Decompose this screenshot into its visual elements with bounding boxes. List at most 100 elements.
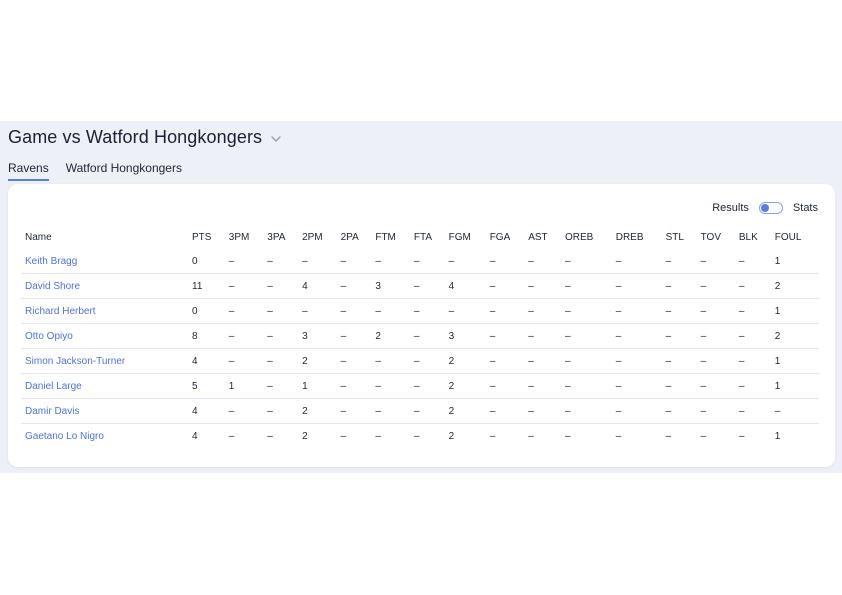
- table-row: Keith Bragg 0– – – – – – – – – – – – – –1: [21, 249, 819, 274]
- stat-cell-2pa: –: [336, 249, 372, 274]
- stat-cell-ftm: –: [371, 298, 410, 324]
- stat-cell-dreb: –: [611, 273, 662, 299]
- stat-cell-ast: –: [524, 298, 561, 324]
- stat-cell-fga: –: [489, 430, 496, 442]
- stat-cell-foul: 1: [770, 348, 819, 374]
- stat-cell-blk: –: [734, 373, 771, 399]
- stat-cell-ast: –: [524, 323, 561, 349]
- stat-cell-foul: 1: [770, 373, 819, 399]
- column-header-blk: BLK: [738, 231, 758, 243]
- player-name-link[interactable]: David Shore: [21, 273, 188, 299]
- stat-cell-3pm: –: [224, 348, 264, 374]
- table-row: David Shore 11– –4–3–4– – – – – – –2: [21, 273, 819, 299]
- stat-cell-pts: 4: [188, 398, 225, 424]
- stat-cell-blk: –: [734, 348, 771, 374]
- stat-cell-2pm: –: [298, 298, 337, 324]
- player-name-link[interactable]: Daniel Large: [21, 373, 188, 399]
- stat-cell-pts: 11: [188, 273, 225, 299]
- stat-cell-dreb: –: [611, 298, 662, 324]
- stat-cell-ftm: –: [375, 430, 381, 442]
- stat-cell-2pm: –: [298, 249, 337, 274]
- stat-cell-ast: –: [528, 430, 534, 442]
- stat-cell-fgm: 4: [444, 273, 486, 299]
- stat-cell-3pa: –: [263, 373, 299, 399]
- column-header-foul: FOUL: [774, 231, 802, 243]
- stat-cell-2pa: –: [336, 373, 372, 399]
- results-stats-switch[interactable]: [758, 202, 783, 214]
- stat-cell-fga: –: [485, 298, 525, 324]
- stat-cell-blk: –: [734, 323, 771, 349]
- stat-cell-3pa: –: [263, 323, 299, 349]
- results-label: Results: [712, 202, 749, 214]
- stat-cell-2pa: –: [336, 398, 372, 424]
- stat-cell-ftm: –: [371, 398, 410, 424]
- stat-cell-ast: –: [524, 373, 561, 399]
- stat-cell-dreb: –: [611, 373, 662, 399]
- player-name-link[interactable]: Keith Bragg: [21, 249, 188, 274]
- stat-cell-dreb: –: [611, 348, 662, 374]
- stat-cell-fta: –: [409, 373, 445, 399]
- column-header-stl: STL: [665, 231, 684, 243]
- stat-cell-ast: –: [524, 348, 561, 374]
- stat-cell-stl: –: [661, 348, 697, 374]
- tab-watford-hongkongers[interactable]: Watford Hongkongers: [65, 161, 182, 175]
- stat-cell-fga: –: [485, 398, 525, 424]
- stat-cell-2pa: –: [336, 323, 372, 349]
- chevron-down-icon[interactable]: [270, 132, 282, 144]
- stat-cell-fgm: 2: [444, 373, 486, 399]
- stat-cell-stl: –: [661, 273, 697, 299]
- column-header-3pm: 3PM: [228, 231, 250, 243]
- stat-cell-blk: –: [734, 249, 771, 274]
- player-name-link[interactable]: Richard Herbert: [21, 298, 188, 324]
- stat-cell-foul: 2: [770, 323, 819, 349]
- stat-cell-stl: –: [661, 323, 697, 349]
- stat-cell-3pm: –: [224, 323, 264, 349]
- stat-cell-3pm: –: [224, 249, 264, 274]
- player-stats-table: Name PTS 3PM 3PA 2PM 2PA FTM FTA FGM FGA AST OREB DR…: [21, 225, 819, 448]
- stat-cell-oreb: –: [561, 398, 612, 424]
- stat-cell-fta: –: [413, 430, 420, 442]
- stat-cell-tov: –: [696, 348, 735, 374]
- stat-cell-3pa: –: [263, 398, 299, 424]
- stat-cell-fta: –: [409, 273, 445, 299]
- stat-cell-3pa: –: [263, 348, 299, 374]
- player-name-link[interactable]: Otto Opiyo: [21, 323, 188, 349]
- stat-cell-pts: 5: [188, 373, 225, 399]
- stat-cell-oreb: –: [561, 373, 612, 399]
- stat-cell-2pm: 1: [298, 373, 337, 399]
- stat-cell-tov: –: [696, 398, 735, 424]
- table-header-row: Name PTS 3PM 3PA 2PM 2PA FTM FTA FGM FGA AST OREB DR…: [21, 225, 819, 249]
- stat-cell-pts: 0: [188, 249, 225, 274]
- stat-cell-foul: 2: [770, 273, 819, 299]
- stat-cell-fga: –: [485, 373, 525, 399]
- view-toggle: Results Stats: [712, 202, 818, 214]
- stat-cell-blk: –: [738, 430, 745, 442]
- player-name-link[interactable]: Gaetano Lo Nigro: [25, 430, 104, 442]
- column-header-dreb: DREB: [615, 231, 644, 243]
- stat-cell-foul: –: [770, 398, 819, 424]
- tab-ravens[interactable]: Ravens: [8, 161, 49, 181]
- stat-cell-fgm: 2: [444, 398, 486, 424]
- stat-cell-fgm: –: [444, 249, 486, 274]
- stat-cell-3pa: –: [267, 430, 273, 442]
- stat-cell-pts: 4: [192, 430, 198, 442]
- stat-cell-ftm: –: [371, 249, 410, 274]
- table-row: Otto Opiyo 8– –3–2–3– – – – – – –2: [21, 323, 819, 349]
- player-name-link[interactable]: Simon Jackson-Turner: [21, 348, 188, 374]
- stat-cell-blk: –: [734, 298, 771, 324]
- stat-cell-oreb: –: [561, 323, 612, 349]
- stat-cell-2pm: 4: [298, 273, 337, 299]
- stat-cell-fta: –: [409, 398, 445, 424]
- player-name-link[interactable]: Damir Davis: [21, 398, 188, 424]
- stat-cell-fgm: 2: [448, 430, 455, 442]
- stat-cell-dreb: –: [615, 430, 622, 442]
- stat-cell-pts: 4: [188, 348, 225, 374]
- table-body: Keith Bragg 0– – – – – – – – – – – – – –1 David Shore 11…: [21, 249, 819, 448]
- stat-cell-ast: –: [524, 273, 561, 299]
- stat-cell-3pm: –: [224, 298, 264, 324]
- stats-label: Stats: [792, 202, 818, 214]
- column-header-2pm: 2PM: [302, 231, 323, 243]
- stat-cell-fgm: 3: [444, 323, 486, 349]
- stat-cell-tov: –: [700, 430, 707, 442]
